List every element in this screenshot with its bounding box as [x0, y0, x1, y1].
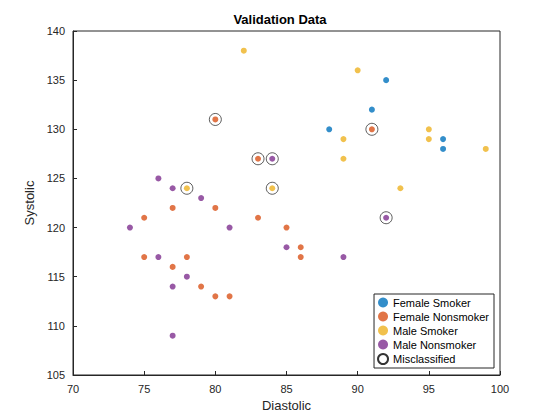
svg-text:115: 115 — [47, 271, 65, 283]
svg-text:90: 90 — [352, 383, 364, 395]
svg-text:125: 125 — [47, 172, 65, 184]
svg-text:100: 100 — [491, 383, 509, 395]
svg-text:120: 120 — [47, 222, 65, 234]
svg-text:Male Nonsmoker: Male Nonsmoker — [393, 339, 476, 351]
svg-text:Systolic: Systolic — [22, 180, 37, 225]
svg-text:Female Nonsmoker: Female Nonsmoker — [393, 311, 489, 323]
svg-text:80: 80 — [209, 383, 221, 395]
svg-text:75: 75 — [138, 383, 150, 395]
svg-text:130: 130 — [47, 123, 65, 135]
svg-text:135: 135 — [47, 74, 65, 86]
svg-text:85: 85 — [280, 383, 292, 395]
svg-text:140: 140 — [47, 25, 65, 37]
svg-text:Validation Data: Validation Data — [233, 12, 327, 27]
svg-text:105: 105 — [47, 369, 65, 381]
svg-text:Male Smoker: Male Smoker — [393, 325, 458, 337]
svg-text:Female Smoker: Female Smoker — [393, 297, 471, 309]
svg-text:70: 70 — [67, 383, 79, 395]
svg-text:Misclassified: Misclassified — [393, 353, 455, 365]
svg-text:Diastolic: Diastolic — [262, 398, 312, 413]
svg-text:110: 110 — [47, 320, 65, 332]
svg-text:95: 95 — [423, 383, 435, 395]
